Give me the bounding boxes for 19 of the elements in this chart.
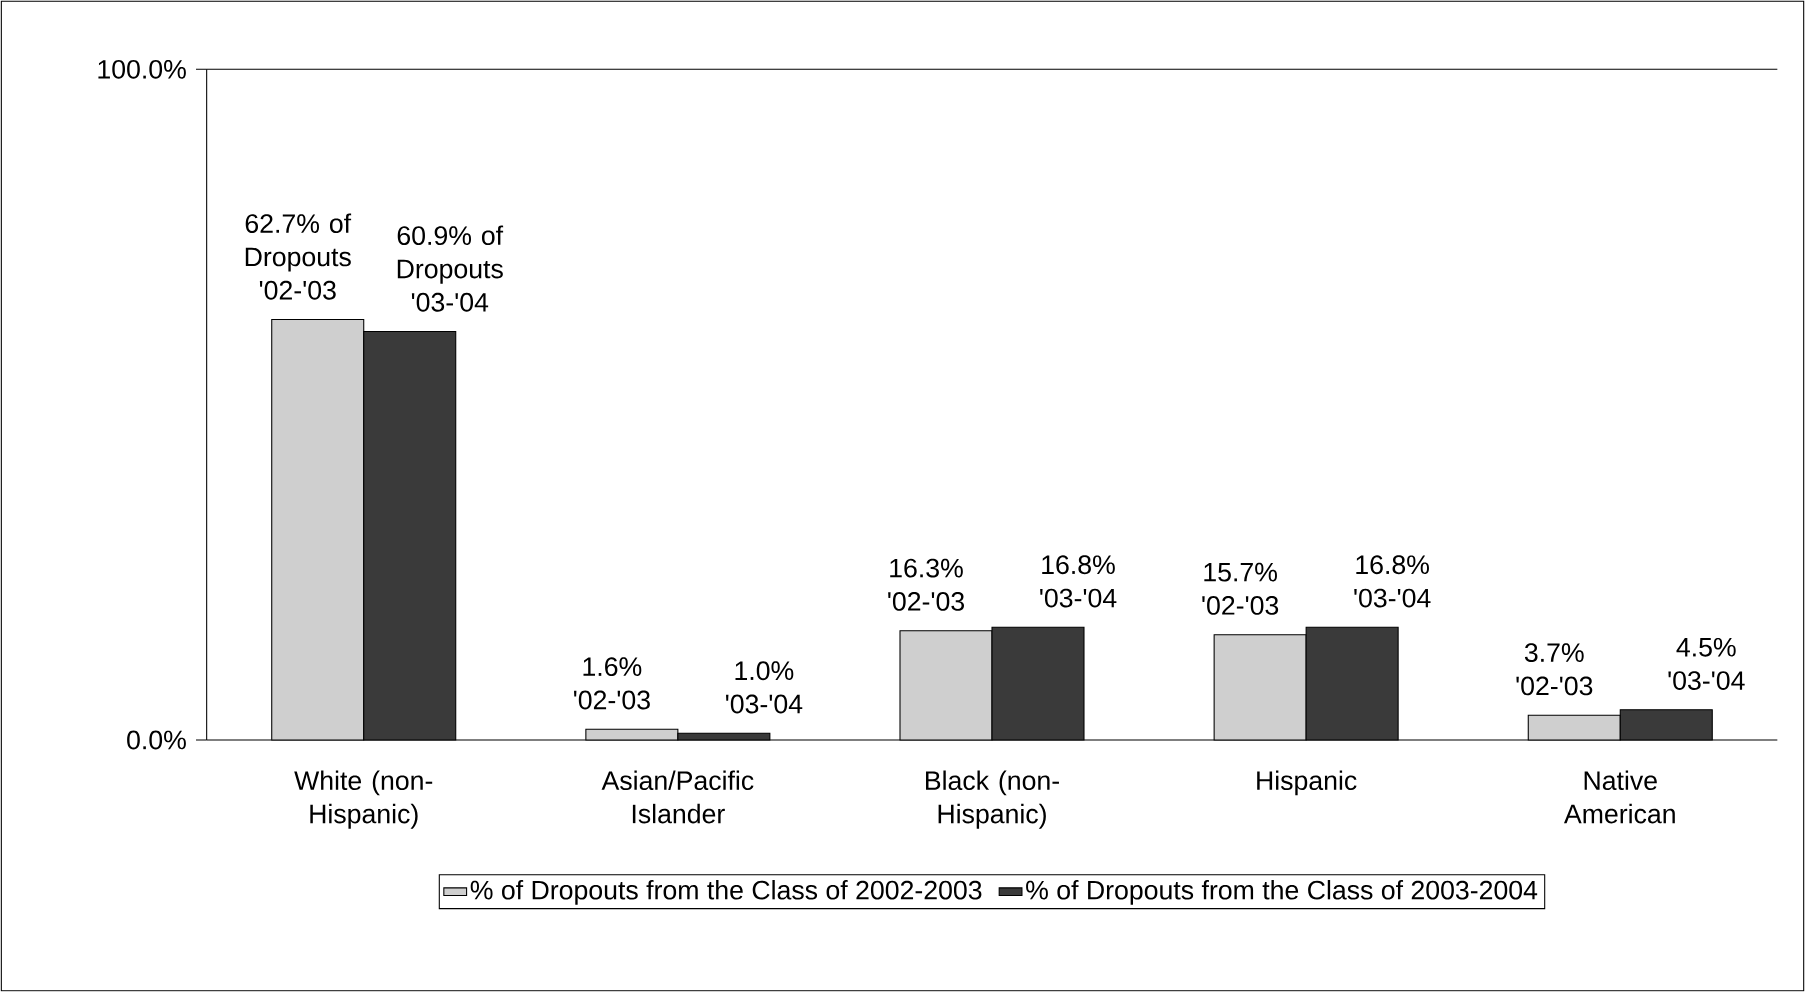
x-tick-label: Black (non-Hispanic) — [926, 770, 1059, 829]
legend-label: % of Dropouts from the Class of 2002-2003 — [470, 880, 982, 905]
data-label: 1.6% '02-'03 — [574, 657, 650, 710]
y-tick-label: 100.0% — [98, 59, 186, 79]
data-label: 16.8% '03-'04 — [1040, 555, 1117, 608]
data-label: 3.7% '02-'03 — [1516, 643, 1593, 696]
data-label: 62.7% of Dropouts '02-'03 — [245, 213, 352, 300]
x-tick-label: Hispanic — [1257, 770, 1357, 796]
x-tick-label: Native American — [1563, 770, 1675, 824]
y-tick-label: 0.0% — [127, 730, 186, 750]
x-tick-label: Asian/Pacific Islander — [601, 770, 754, 824]
data-label: 1.0% '03-'04 — [726, 661, 803, 714]
data-label: 4.5% '03-'04 — [1668, 637, 1745, 690]
legend-label: % of Dropouts from the Class of 2003-2004 — [1026, 880, 1538, 905]
data-label: 60.9% of Dropouts '03-'04 — [397, 225, 504, 312]
x-tick-label: White (non-Hispanic) — [294, 770, 433, 829]
data-label: 15.7% '02-'03 — [1202, 562, 1279, 615]
data-label: 16.8% '03-'04 — [1354, 555, 1431, 608]
data-label: 16.3% '02-'03 — [888, 558, 965, 611]
